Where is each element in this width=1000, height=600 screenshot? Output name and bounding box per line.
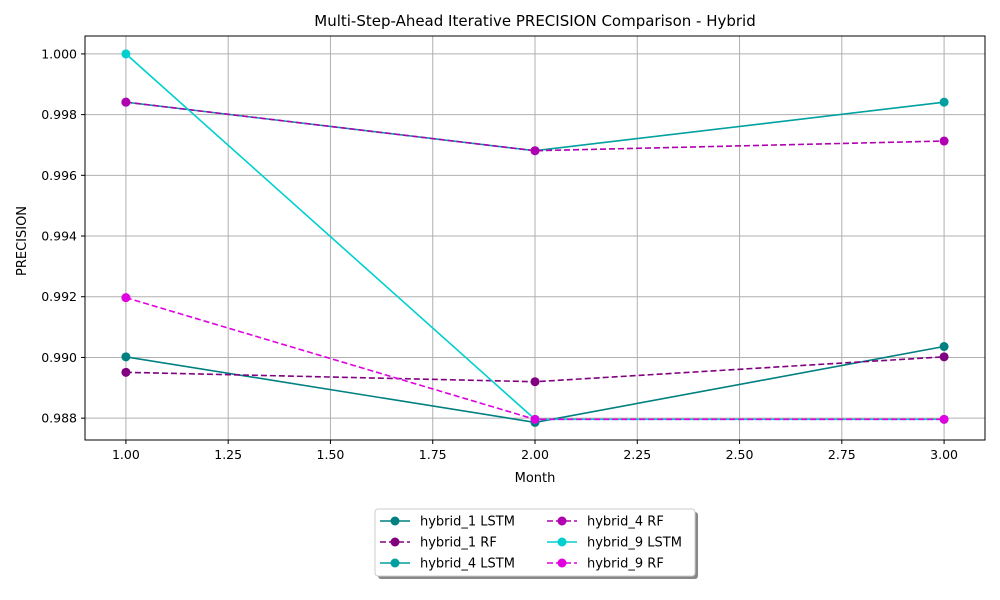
legend-label: hybrid_4 LSTM [420,557,515,572]
data-point [530,146,540,156]
x-tick-label: 2.75 [828,447,856,462]
data-point [121,49,131,59]
y-tick-label: 0.988 [41,411,77,426]
chart-title: Multi-Step-Ahead Iterative PRECISION Com… [314,12,755,30]
data-point [939,97,949,107]
legend-item: hybrid_1 RF [380,536,497,551]
legend-marker [390,516,400,526]
data-point [939,136,949,146]
y-tick-label: 0.992 [41,289,77,304]
x-tick-label: 3.00 [930,447,958,462]
y-tick-label: 1.000 [41,46,77,61]
legend-marker [557,537,567,547]
legend-label: hybrid_1 RF [420,536,497,551]
data-point [939,414,949,424]
legend-box [374,508,696,577]
legend-label: hybrid_1 LSTM [420,515,515,530]
x-tick-label: 1.00 [112,447,140,462]
legend-label: hybrid_9 RF [587,557,664,572]
series-4 [121,97,949,156]
legend-label: hybrid_4 RF [587,515,664,530]
data-point [121,97,131,107]
legend-marker [390,558,400,568]
axis-ticks: 1.00 1.25 1.50 1.75 2.00 2.25 2.50 2.75 3.00 0.98… [41,46,958,462]
series-6 [121,293,949,424]
x-axis-label: Month [515,471,556,486]
legend-item: hybrid_9 RF [547,557,664,572]
x-tick-label: 2.50 [726,447,754,462]
x-tick-label: 1.50 [317,447,345,462]
data-point [939,352,949,362]
legend-label: hybrid_9 LSTM [587,536,682,551]
x-tick-label: 2.25 [623,447,651,462]
y-tick-label: 0.996 [41,168,77,183]
grid [85,36,985,440]
data-point [121,293,131,303]
legend-marker [390,537,400,547]
legend-marker [557,516,567,526]
data-point [121,352,131,362]
x-tick-label: 1.75 [419,447,447,462]
legend-item: hybrid_9 LSTM [547,536,682,551]
x-tick-label: 1.25 [214,447,242,462]
y-tick-label: 0.998 [41,107,77,122]
series-layer [121,49,949,427]
series-line [125,101,945,152]
y-tick-label: 0.994 [41,229,77,244]
legend-item: hybrid_4 LSTM [380,557,515,572]
data-point [939,342,949,352]
y-tick-label: 0.990 [41,350,77,365]
data-point [530,414,540,424]
legend: hybrid_1 LSTM hybrid_1 RF hybrid_4 LSTM hyb… [374,508,698,579]
x-tick-label: 2.00 [521,447,549,462]
legend-marker [557,558,567,568]
legend-item: hybrid_1 LSTM [380,515,515,530]
data-point [530,377,540,387]
series-2 [121,352,949,387]
legend-item: hybrid_4 RF [547,515,664,530]
y-axis-label: PRECISION [15,206,30,276]
data-point [121,367,131,377]
